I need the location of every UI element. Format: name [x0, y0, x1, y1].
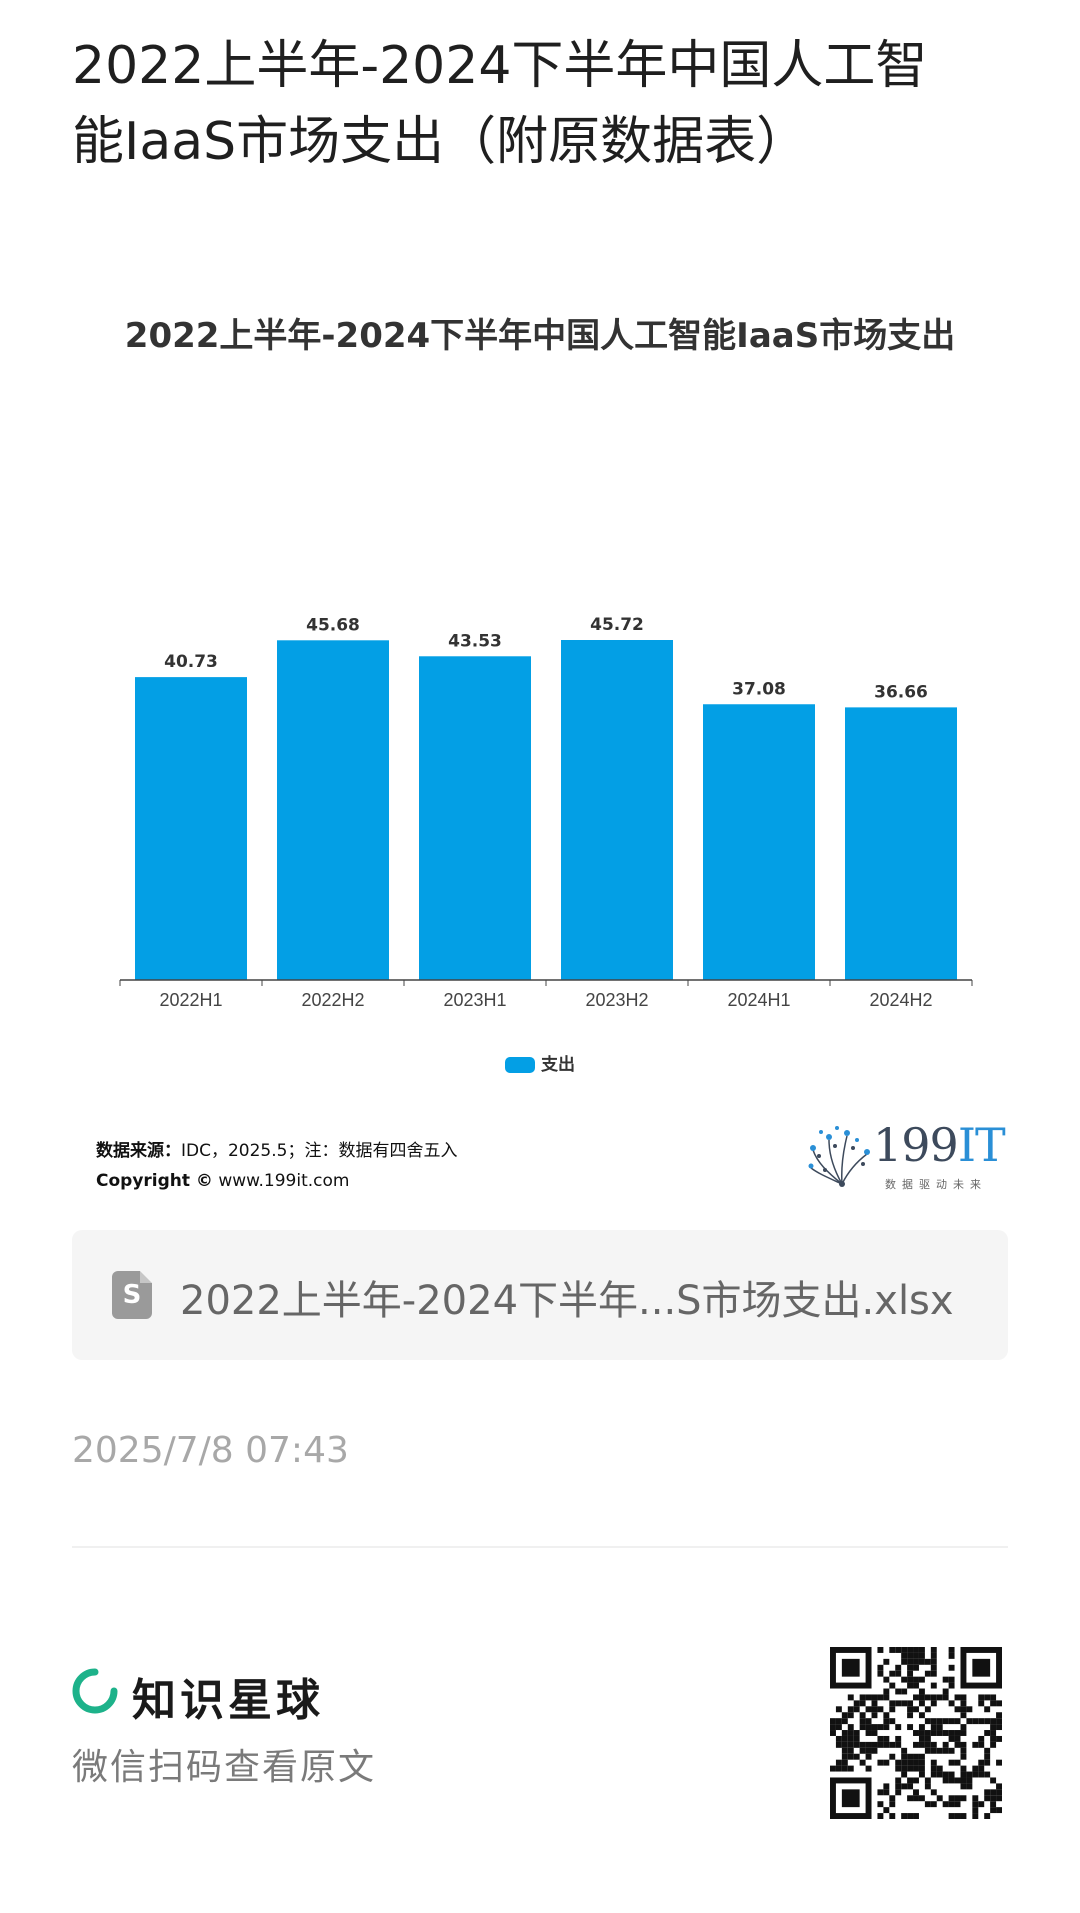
platform-name: 知识星球	[132, 1675, 324, 1726]
brand-tagline: 数据驱动未来	[885, 1178, 987, 1191]
zsxq-logo-icon	[72, 1668, 118, 1714]
source-label: 数据来源：	[96, 1141, 181, 1161]
post-title: 2022上半年-2024下半年中国人工智能IaaS市场支出（附原数据表）	[72, 36, 928, 172]
file-icon: S	[112, 1271, 152, 1319]
chart-legend: 支出	[72, 1050, 1008, 1075]
attachment-name[interactable]: 2022上半年-2024下半年...S市场支出.xlsx	[180, 1278, 954, 1324]
copyright-label: Copyright ©	[96, 1171, 213, 1191]
bar-2022H1	[135, 677, 247, 980]
bar-chart: 40.73 2022H1 45.68 2022H2 43.53 2023H1 45.72 20…	[119, 615, 973, 1010]
x-tick-label: 2023H1	[443, 990, 506, 1010]
bar-2024H2	[845, 707, 957, 980]
x-tick-label: 2022H2	[301, 990, 364, 1010]
brand-name-accent: IT	[957, 1118, 1006, 1172]
data-label: 45.68	[306, 615, 360, 635]
brand-name: 199IT	[873, 1118, 1006, 1172]
data-label: 36.66	[874, 682, 928, 702]
x-tick-label: 2024H2	[869, 990, 932, 1010]
legend-swatch	[505, 1057, 535, 1073]
x-tick-label: 2024H1	[727, 990, 790, 1010]
source-note: 数据来源：IDC，2025.5；注：数据有四舍五入 Copyright © ww…	[96, 1136, 457, 1196]
x-tick-label: 2022H1	[159, 990, 222, 1010]
brand-logo: 199IT 数据驱动未来	[807, 1118, 1006, 1198]
dandelion-icon	[808, 1126, 870, 1187]
chart-card: 2022上半年-2024下半年中国人工智能IaaS市场支出 40.73 2022H…	[72, 280, 1008, 1210]
legend-label: 支出	[541, 1055, 575, 1075]
data-label: 45.72	[590, 615, 644, 635]
qr-code[interactable]	[830, 1647, 1002, 1819]
source-text: IDC，2025.5；注：数据有四舍五入	[181, 1141, 458, 1161]
bar-2023H1	[419, 656, 531, 980]
attachment-card[interactable]: S 2022上半年-2024下半年...S市场支出.xlsx	[72, 1230, 1008, 1360]
scan-hint: 微信扫码查看原文	[72, 1747, 377, 1788]
divider	[72, 1546, 1008, 1548]
data-label: 37.08	[732, 679, 786, 699]
data-label: 40.73	[164, 652, 218, 672]
x-tick-label: 2023H2	[585, 990, 648, 1010]
data-label: 43.53	[448, 631, 502, 651]
chart-title: 2022上半年-2024下半年中国人工智能IaaS市场支出	[124, 316, 956, 356]
copyright-site: www.199it.com	[218, 1171, 350, 1191]
brand-name-number: 199	[873, 1118, 959, 1172]
bar-2024H1	[703, 704, 815, 980]
bar-2023H2	[561, 640, 673, 980]
bar-2022H2	[277, 640, 389, 980]
post-timestamp: 2025/7/8 07:43	[72, 1430, 349, 1471]
file-icon-letter: S	[122, 1280, 142, 1310]
